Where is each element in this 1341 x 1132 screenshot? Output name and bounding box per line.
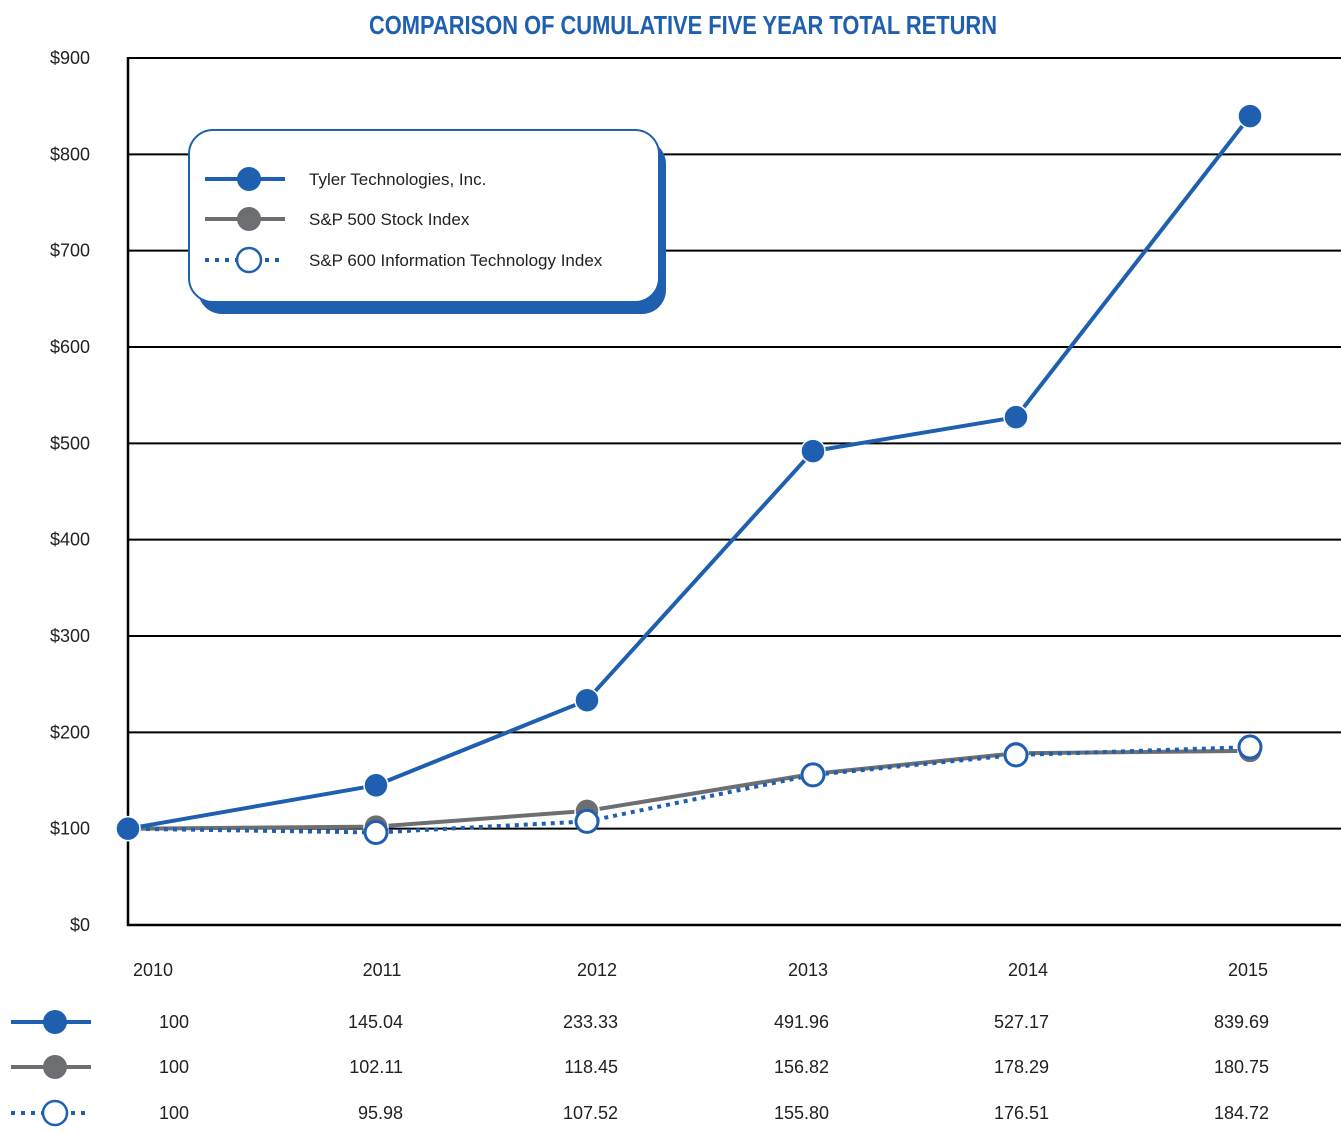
series-line-2 <box>127 745 1251 835</box>
legend-key-marker <box>235 246 263 274</box>
y-tick-label: $200 <box>50 722 90 742</box>
data-point <box>800 438 826 464</box>
legend-label: Tyler Technologies, Inc. <box>309 170 486 189</box>
x-tick-label: 2015 <box>1228 960 1268 980</box>
x-tick-label: 2012 <box>577 960 617 980</box>
x-tick-label: 2011 <box>363 960 402 980</box>
y-tick-label: $100 <box>50 819 90 839</box>
x-tick-label: 2013 <box>788 960 828 980</box>
axes-layer: $0 $100 $200 $300 $400 $500 $600 $700 $800 $900 20… <box>50 48 1341 980</box>
table-value: 102.11 <box>349 1057 403 1077</box>
table-value: 527.17 <box>994 1012 1049 1032</box>
data-table: 100 145.04 233.33 491.96 527.17 839.69 100 102.… <box>11 1010 1269 1127</box>
series-line-1 <box>127 748 1251 831</box>
table-value: 178.29 <box>994 1057 1049 1077</box>
series-line-0 <box>127 114 1252 831</box>
x-tick-label: 2010 <box>133 960 173 980</box>
data-point <box>574 808 600 834</box>
table-value: 145.04 <box>348 1012 403 1032</box>
x-tick-label: 2014 <box>1008 960 1048 980</box>
y-tick-label: $700 <box>50 241 90 261</box>
table-value: 839.69 <box>1214 1012 1269 1032</box>
table-value: 100 <box>159 1103 189 1123</box>
data-point <box>574 687 600 713</box>
table-value: 107.52 <box>563 1103 618 1123</box>
table-value: 180.75 <box>1214 1057 1269 1077</box>
table-value: 100 <box>159 1057 189 1077</box>
y-tick-label: $300 <box>50 626 90 646</box>
table-row-key-marker <box>41 1099 69 1127</box>
y-tick-label: $500 <box>50 433 90 453</box>
y-tick-label: $0 <box>70 915 90 935</box>
table-value: 184.72 <box>1214 1103 1269 1123</box>
table-value: 491.96 <box>774 1012 829 1032</box>
table-row-key-marker <box>43 1010 67 1034</box>
data-point <box>363 820 389 846</box>
series-layer <box>115 103 1263 846</box>
y-tick-label: $900 <box>50 48 90 68</box>
legend-box <box>188 129 660 303</box>
table-value: 100 <box>159 1012 189 1032</box>
data-point <box>800 762 826 788</box>
legend-key-marker <box>237 167 261 191</box>
legend-label: S&P 600 Information Technology Index <box>309 251 603 270</box>
table-value: 233.33 <box>563 1012 618 1032</box>
data-point <box>363 772 389 799</box>
table-value: 118.45 <box>564 1057 618 1077</box>
chart-title: COMPARISON OF CUMULATIVE FIVE YEAR TOTAL… <box>369 10 997 40</box>
table-value: 95.98 <box>358 1103 403 1123</box>
data-point <box>1003 742 1029 768</box>
legend-key-marker <box>237 207 261 231</box>
data-point <box>115 815 141 842</box>
y-tick-label: $400 <box>50 530 90 550</box>
legend: Tyler Technologies, Inc. S&P 500 Stock In… <box>188 129 666 314</box>
data-point <box>1237 103 1263 129</box>
y-tick-label: $800 <box>50 144 90 164</box>
table-row-key-marker <box>43 1055 67 1079</box>
table-value: 176.51 <box>994 1103 1049 1123</box>
table-value: 155.80 <box>774 1103 829 1123</box>
data-point <box>1003 404 1029 430</box>
data-point <box>1237 734 1263 760</box>
table-value: 156.82 <box>774 1057 829 1077</box>
legend-label: S&P 500 Stock Index <box>309 210 470 229</box>
y-tick-label: $600 <box>50 337 90 357</box>
